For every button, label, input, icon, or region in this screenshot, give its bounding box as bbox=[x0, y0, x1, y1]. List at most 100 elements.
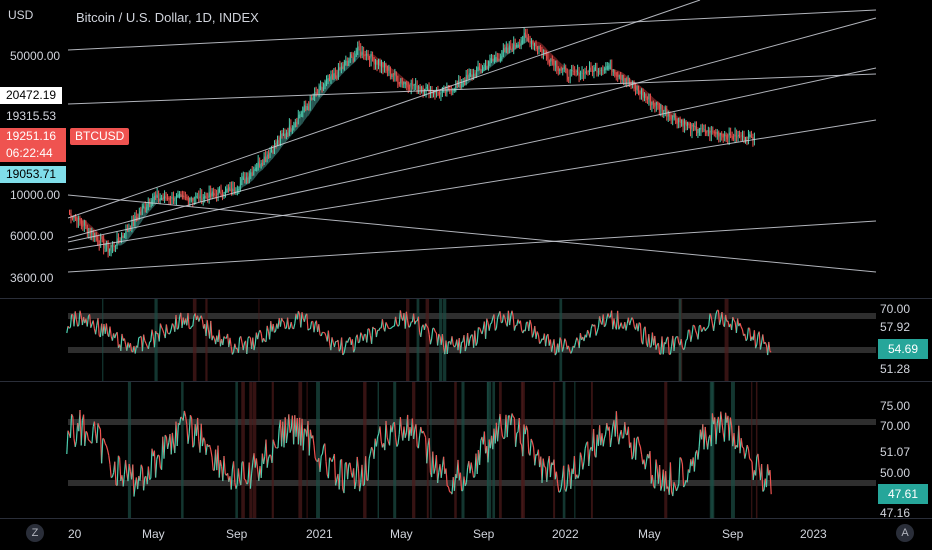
oscillator-line bbox=[71, 413, 74, 417]
oscillator-line bbox=[179, 416, 182, 425]
oscillator-line bbox=[660, 485, 663, 491]
oscillator-line bbox=[89, 314, 92, 328]
oscillator-line bbox=[327, 457, 331, 479]
oscillator-line bbox=[353, 468, 356, 489]
oscillator-line bbox=[504, 317, 507, 324]
oscillator-line bbox=[206, 320, 209, 330]
oscillator-line bbox=[69, 314, 73, 328]
signal-bar bbox=[127, 382, 132, 518]
oscillator-line bbox=[341, 337, 344, 355]
oscillator-line bbox=[330, 337, 333, 351]
signal-bar bbox=[249, 382, 253, 518]
time-axis-divider bbox=[0, 518, 932, 519]
oscillator-line bbox=[762, 489, 765, 492]
oscillator-line bbox=[267, 454, 271, 459]
oscillator-line bbox=[553, 339, 556, 356]
oscillator-line bbox=[230, 346, 233, 355]
oscillator-line bbox=[367, 458, 370, 481]
oscillator-line bbox=[476, 327, 479, 343]
cloud-segment bbox=[733, 131, 736, 140]
oscillator-line bbox=[485, 318, 488, 339]
oscillator-line bbox=[443, 456, 446, 474]
oscillator-line bbox=[434, 331, 437, 334]
pane2-tick-70: 70.00 bbox=[880, 419, 911, 433]
oscillator-line bbox=[85, 430, 88, 434]
price-unit: USD bbox=[8, 8, 34, 22]
indicator-pane-2[interactable] bbox=[0, 382, 932, 518]
oscillator-line bbox=[149, 477, 152, 481]
oscillator-line bbox=[119, 457, 122, 481]
cloud-segment bbox=[700, 127, 703, 130]
oscillator-line bbox=[253, 344, 256, 351]
oscillator-line bbox=[125, 460, 128, 474]
trend-line bbox=[67, 119, 877, 251]
pane-divider-1[interactable] bbox=[0, 298, 932, 299]
price-chart[interactable] bbox=[0, 0, 932, 298]
time-tick-sep-2022: Sep bbox=[722, 527, 744, 541]
oscillator-line bbox=[431, 328, 434, 339]
oscillator-line bbox=[384, 322, 387, 332]
oscillator-line bbox=[678, 457, 681, 484]
oscillator-line bbox=[189, 326, 193, 330]
oscillator-line bbox=[665, 471, 668, 489]
oscillator-line bbox=[176, 327, 179, 330]
oscillator-line bbox=[210, 320, 213, 341]
time-tick-2022: 2022 bbox=[552, 527, 579, 541]
cloud-segment bbox=[194, 196, 196, 200]
oscillator-line bbox=[360, 332, 363, 336]
oscillator-line bbox=[309, 429, 313, 439]
timezone-button[interactable]: Z bbox=[26, 524, 44, 542]
oscillator-line bbox=[230, 468, 233, 490]
oscillator-line bbox=[725, 314, 728, 322]
signal-bar bbox=[730, 382, 735, 518]
oscillator-line bbox=[279, 317, 283, 327]
auto-scale-button[interactable]: A bbox=[896, 524, 914, 542]
oscillator-line bbox=[111, 472, 115, 477]
oscillator-line bbox=[200, 423, 203, 447]
oscillator-line bbox=[324, 332, 327, 337]
oscillator-line bbox=[733, 433, 736, 450]
oscillator-line bbox=[489, 322, 493, 325]
oscillator-line bbox=[223, 456, 226, 474]
indicator-pane-1[interactable] bbox=[0, 299, 932, 381]
oscillator-line bbox=[487, 439, 490, 463]
chart-title[interactable]: Bitcoin / U.S. Dollar, 1D, INDEX bbox=[76, 10, 259, 25]
oscillator-line bbox=[717, 310, 721, 325]
oscillator-line bbox=[359, 332, 362, 342]
oscillator-line bbox=[701, 329, 704, 333]
cloud-segment bbox=[736, 134, 739, 140]
signal-bar bbox=[664, 382, 668, 518]
oscillator-line bbox=[486, 318, 489, 323]
oscillator-line bbox=[409, 321, 412, 327]
oscillator-line bbox=[309, 321, 313, 330]
oscillator-line bbox=[86, 432, 89, 441]
oscillator-line bbox=[385, 322, 388, 326]
oscillator-line bbox=[74, 440, 77, 447]
oscillator-line bbox=[503, 314, 506, 318]
oscillator-line bbox=[535, 331, 538, 340]
threshold-band bbox=[68, 347, 876, 353]
oscillator-line bbox=[282, 320, 285, 323]
price-label-low: 19053.71 bbox=[0, 166, 66, 183]
oscillator-line bbox=[479, 327, 482, 332]
oscillator-line bbox=[451, 336, 454, 345]
oscillator-line bbox=[313, 445, 316, 459]
oscillator-line bbox=[312, 435, 315, 446]
oscillator-line bbox=[77, 324, 80, 327]
oscillator-line bbox=[284, 417, 287, 444]
pane-divider-2[interactable] bbox=[0, 381, 932, 382]
oscillator-line bbox=[583, 448, 586, 462]
oscillator-line bbox=[446, 485, 449, 488]
oscillator-line bbox=[536, 331, 539, 335]
oscillator-line bbox=[710, 316, 713, 324]
oscillator-line bbox=[608, 426, 611, 447]
oscillator-line bbox=[117, 455, 121, 459]
oscillator-line bbox=[441, 334, 445, 348]
signal-bar bbox=[154, 299, 158, 381]
oscillator-line bbox=[134, 345, 137, 354]
oscillator-line bbox=[347, 338, 350, 343]
oscillator-line bbox=[756, 334, 759, 345]
oscillator-line bbox=[201, 437, 205, 447]
signal-bar bbox=[241, 382, 245, 518]
oscillator-line bbox=[218, 329, 221, 347]
